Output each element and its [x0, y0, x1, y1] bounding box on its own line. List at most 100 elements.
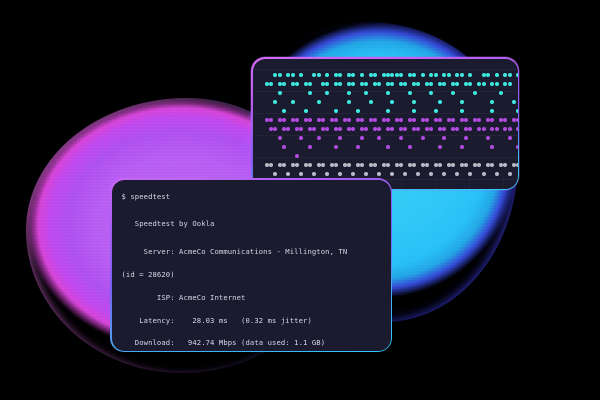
chart-dot-upload [373, 126, 377, 131]
chart-dot-download [307, 81, 312, 86]
chart-dot-latency [320, 162, 325, 167]
chart-dot-upload [268, 126, 273, 131]
chart-dot-download [281, 108, 286, 113]
chart-dot-latency [451, 162, 456, 167]
chart-dot-download [320, 81, 325, 86]
chart-dot-latency [425, 162, 430, 167]
chart-dot-upload [481, 126, 486, 131]
chart-dot-download [294, 81, 299, 86]
chart-dot-download [325, 81, 330, 86]
chart-dot-download [412, 72, 417, 77]
chart-dot-latency [399, 162, 404, 167]
chart-dot-upload [277, 117, 282, 122]
chart-dot-download [303, 81, 308, 86]
chart-dot-upload [511, 117, 516, 122]
chart-dot-upload [429, 126, 434, 131]
chart-dot-upload [438, 144, 443, 149]
chart-dot-download [429, 81, 434, 86]
chart-dot-latency [338, 171, 343, 176]
chart-vgridline [469, 177, 470, 189]
chart-dot-latency [390, 171, 395, 176]
chart-dot-upload [507, 126, 512, 131]
chart-dot-download [494, 81, 499, 86]
chart-dot-upload [338, 135, 343, 140]
chart-dot-download [316, 99, 321, 104]
chart-dot-latency [277, 162, 282, 167]
chart-dot-download [416, 81, 421, 86]
chart-dot-upload [464, 117, 469, 122]
chart-dot-download [346, 81, 351, 86]
chart-dot-download [373, 72, 377, 77]
chart-dot-download [429, 72, 434, 77]
chart-dot-upload [268, 117, 273, 122]
chart-dot-upload [390, 126, 395, 131]
chart-dot-upload [333, 144, 338, 149]
chart-dot-latency [490, 162, 495, 167]
chart-dot-download [386, 72, 391, 77]
chart-dot-download [346, 72, 351, 77]
chart-dot-upload [399, 135, 404, 140]
chart-dot-latency [438, 162, 443, 167]
chart-dot-download [325, 72, 330, 77]
chart-dot-upload [338, 126, 343, 131]
chart-dot-upload [307, 117, 312, 122]
chart-dot-download [386, 108, 391, 113]
speedtest-terminal[interactable]: $ speedtest Speedtest by Ookla Server: A… [110, 178, 392, 352]
chart-dot-latency [316, 162, 321, 167]
chart-dot-download [503, 72, 508, 77]
chart-dot-download [412, 108, 417, 113]
terminal-line-brand: Speedtest by Ookla [121, 219, 215, 229]
chart-dot-download [412, 81, 417, 86]
chart-dot-download [481, 81, 486, 86]
chart-dot-download [377, 81, 382, 86]
chart-dot-download [338, 81, 343, 86]
chart-dot-upload [455, 126, 460, 131]
chart-dot-latency [286, 171, 291, 176]
chart-dot-download [420, 72, 425, 77]
chart-dot-upload [325, 126, 330, 131]
chart-dot-download [412, 99, 417, 104]
chart-dot-download [333, 108, 338, 113]
chart-dot-latency [416, 171, 421, 176]
chart-dot-upload [299, 126, 304, 131]
chart-dot-download [503, 81, 508, 86]
chart-dot-download [351, 81, 356, 86]
chart-dot-download [498, 90, 503, 95]
chart-dot-download [459, 99, 464, 104]
chart-dot-download [459, 108, 464, 113]
chart-dot-download [451, 81, 456, 86]
chart-dot-latency [407, 162, 412, 167]
chart-dot-upload [386, 117, 391, 122]
chart-dot-upload [377, 126, 382, 131]
chart-dot-latency [346, 162, 351, 167]
chart-dot-download [464, 81, 469, 86]
chart-dot-download [359, 72, 364, 77]
chart-gridline [252, 68, 518, 70]
chart-dot-download [312, 72, 317, 77]
chart-dot-latency [312, 171, 317, 176]
chart-dot-download [516, 108, 518, 113]
chart-dot-upload [412, 126, 417, 131]
chart-dot-upload [307, 144, 312, 149]
chart-dot-download [438, 99, 443, 104]
chart-dot-download [507, 81, 512, 86]
chart-dot-latency [381, 162, 386, 167]
chart-dot-upload [459, 117, 464, 122]
chart-dot-download [355, 108, 360, 113]
chart-dot-download [481, 72, 486, 77]
chart-dot-latency [433, 162, 438, 167]
chart-dot-upload [451, 117, 456, 122]
chart-dot-download [403, 81, 408, 86]
chart-dot-upload [412, 117, 417, 122]
chart-dot-upload [507, 135, 512, 140]
chart-dot-download [290, 81, 295, 86]
chart-dot-upload [294, 117, 299, 122]
dot-matrix-plot [252, 59, 518, 189]
chart-dot-download [438, 81, 443, 86]
chart-vgridline [401, 177, 402, 189]
chart-dot-download [468, 81, 473, 86]
chart-dot-latency [294, 162, 299, 167]
chart-dot-download [273, 72, 278, 77]
terminal-line-download: Download: 942.74 Mbps (data used: 1.1 GB… [121, 338, 326, 348]
chart-dot-download [316, 72, 321, 77]
